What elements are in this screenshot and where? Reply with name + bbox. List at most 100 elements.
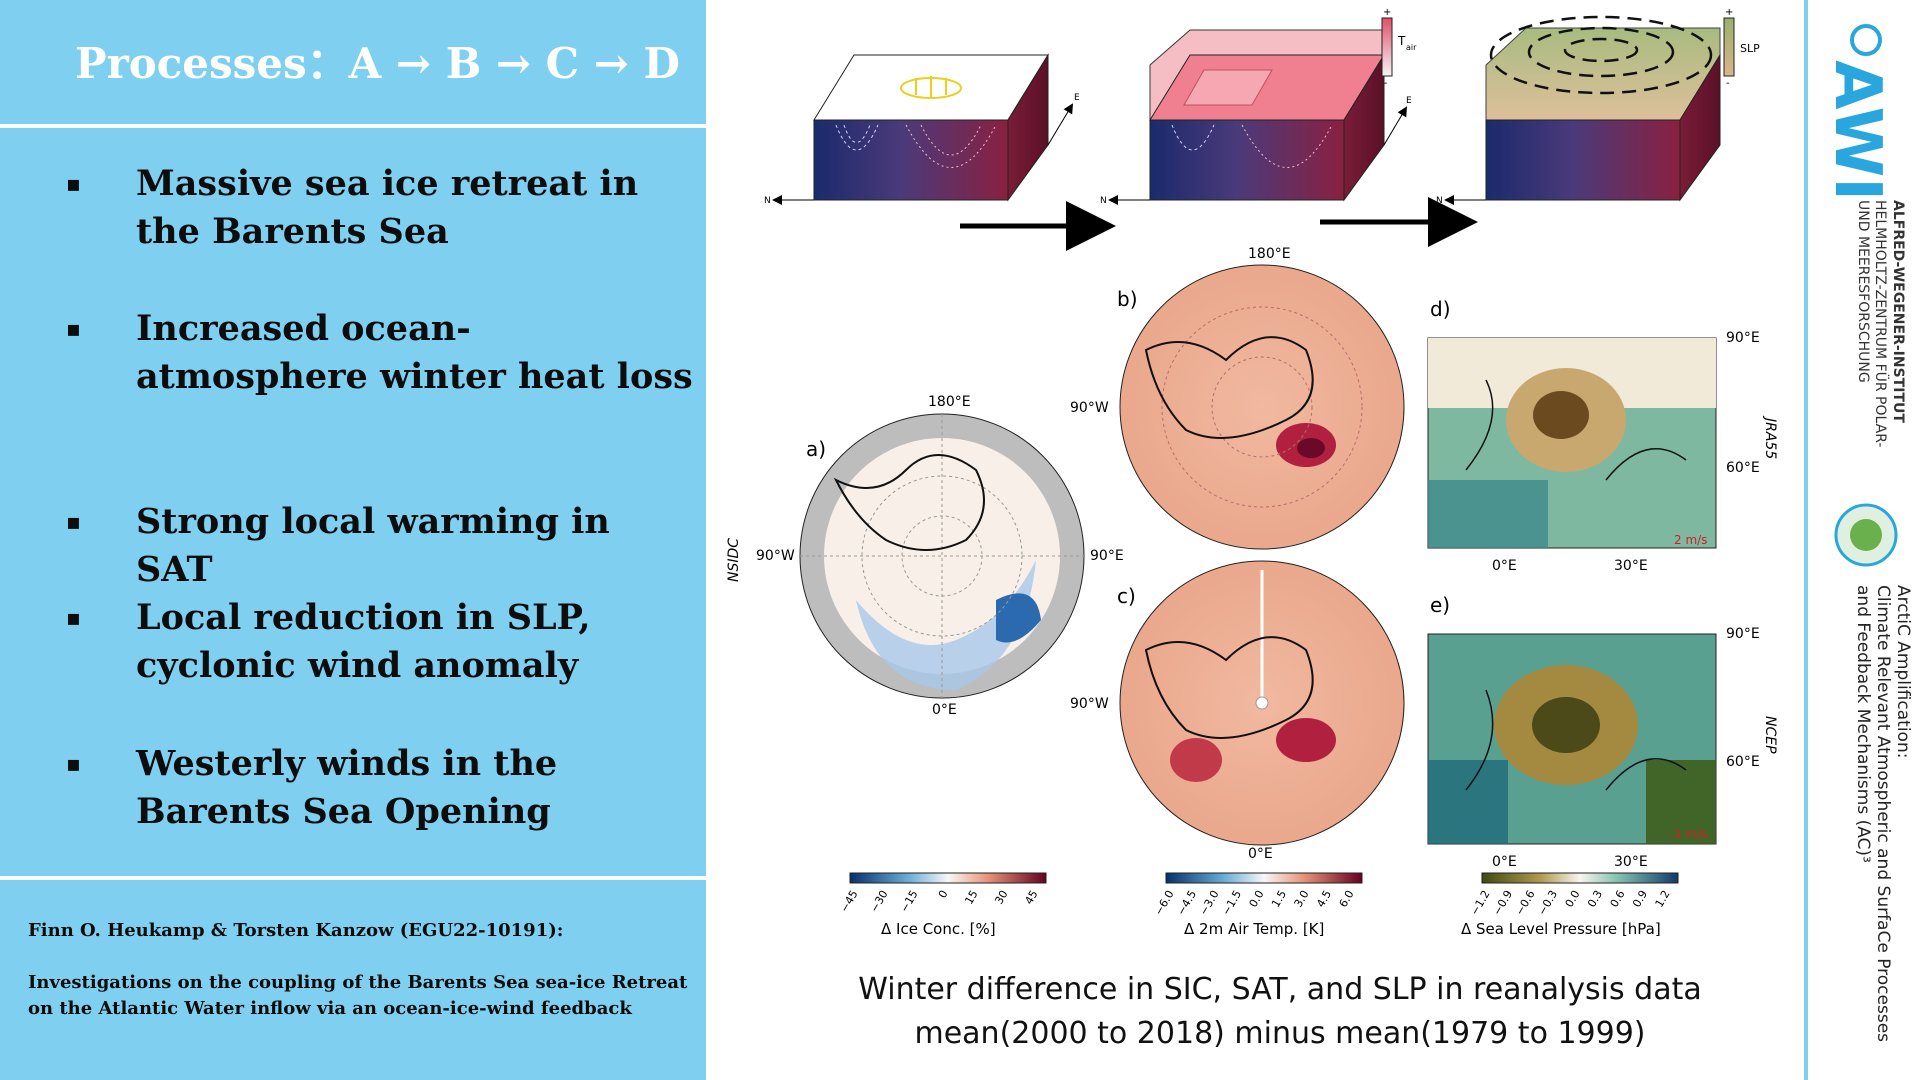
map-a-left: 90°W: [756, 548, 795, 564]
map-b-panel: b): [1117, 287, 1138, 311]
divider-top: [0, 124, 706, 128]
map-e-wind: 2 m/s: [1674, 827, 1707, 841]
colorbar-tick-label: −30: [868, 888, 891, 915]
divider-bottom: [0, 876, 706, 880]
colorbar-tick-label: 0: [936, 888, 951, 901]
globe-icon: [1850, 24, 1882, 56]
map-d-lon-a: 0°E: [1492, 558, 1517, 574]
bullet-icon: ▪: [66, 509, 81, 535]
bullet-icon: ▪: [66, 316, 81, 342]
awi-logo: AWI: [1820, 60, 1894, 201]
map-c-bottom: 0°E: [1248, 846, 1273, 862]
slp-label: SLP: [1740, 42, 1760, 55]
map-d-panel: d): [1430, 297, 1451, 321]
axis-e-label: E: [1074, 93, 1080, 103]
ac3-line-1: ArctiC Amplification:: [1893, 585, 1913, 758]
colorbar-tick-label: −0.9: [1490, 888, 1515, 918]
axis-n-label: N: [1100, 196, 1107, 206]
colorbar-tick-label: 3.0: [1292, 888, 1312, 910]
sidebar-divider: [1804, 0, 1808, 1080]
bullet-text: Strong local warming in SAT: [136, 501, 610, 590]
colorbar-tick-label: 0.9: [1630, 888, 1650, 910]
colorbar-ice-label: Δ Ice Conc. [%]: [881, 920, 996, 938]
plus-label: +: [1383, 7, 1391, 18]
colorbar-tick-label: 1.2: [1653, 888, 1673, 910]
colorbar-tick-label: 6.0: [1337, 888, 1357, 910]
tair-label: T: [1397, 34, 1406, 48]
map-e-panel: e): [1430, 593, 1450, 617]
sidebar: AWI ALFRED-WEGENER-INSTITUT HELMHOLTZ-ZE…: [1820, 24, 1913, 1042]
bullet-text: Local reduction in SLP, cyclonic wind an…: [136, 597, 591, 686]
ac3-line-2: Climate Relevant Atmospheric and SurfaCe…: [1873, 585, 1893, 1042]
colorbar-tick-label: −1.5: [1219, 888, 1244, 918]
map-c-panel: c): [1117, 584, 1136, 608]
map-e-side: NCEP: [1762, 716, 1778, 754]
colorbar-tick-label: 0.0: [1563, 888, 1583, 910]
map-d-wind: 2 m/s: [1674, 533, 1707, 547]
map-e-slp: 90°E 60°E 0°E 30°E 2 m/s e) NCEP: [1427, 593, 1778, 870]
colorbar-tick-label: 15: [962, 888, 980, 907]
bullet-icon: ▪: [66, 171, 81, 197]
map-e-lat-lo: 60°E: [1726, 754, 1760, 770]
slp-colorbar: [1723, 17, 1735, 77]
caption-line-2: mean(2000 to 2018) minus mean(1979 to 19…: [914, 1016, 1646, 1051]
colorbar-tick-label: 1.5: [1269, 888, 1289, 910]
map-a-right: 90°E: [1090, 548, 1124, 564]
map-e-lon-a: 0°E: [1492, 854, 1517, 870]
map-a-top: 180°E: [928, 394, 971, 410]
colorbar-tick-label: −4.5: [1174, 888, 1199, 918]
colorbar-tick-label: 0.0: [1247, 888, 1267, 910]
colorbar-tick-label: −15: [898, 888, 921, 915]
plus-label: +: [1725, 7, 1733, 18]
inst-line-2: HELMHOLTZ-ZENTRUM FÜR POLAR-: [1872, 200, 1890, 447]
colorbar-tick-label: −0.3: [1535, 888, 1560, 918]
map-d-lat-hi: 90°E: [1726, 330, 1760, 346]
minus-label: -: [1726, 78, 1730, 89]
map-b-top: 180°E: [1248, 246, 1291, 262]
map-c-left: 90°W: [1070, 696, 1109, 712]
map-d-slp: 90°E 60°E 0°E 30°E 2 m/s d) JRA55: [1427, 297, 1778, 574]
colorbar-slp: −1.2−0.9−0.6−0.3 0.0 0.3 0.6 0.9 1.2 Δ Sea Le…: [1461, 872, 1679, 938]
figure-caption: Winter difference in SIC, SAT, and SLP i…: [820, 968, 1740, 1056]
map-a-side: NSIDC: [726, 538, 742, 582]
colorbar-tick-label: −45: [838, 888, 861, 915]
bullet-text: Massive sea ice retreat in the Barents S…: [136, 163, 639, 252]
bullet-text: Westerly winds in the Barents Sea Openin…: [136, 743, 558, 832]
colorbar-tick-label: −6.0: [1152, 888, 1177, 918]
map-d-lon-b: 30°E: [1614, 558, 1648, 574]
bullet-icon: ▪: [66, 751, 81, 777]
colorbar-tick-label: 30: [992, 888, 1010, 907]
tair-colorbar: [1381, 17, 1393, 77]
map-a-panel: a): [806, 437, 826, 461]
map-d-side: JRA55: [1762, 415, 1778, 459]
box-diagram-c: N + - SLP: [1436, 7, 1760, 206]
colorbar-tick-label: 0.3: [1585, 888, 1605, 910]
box-diagram-b: N E + - T air: [1100, 7, 1417, 206]
colorbar-sat: −6.0−4.5−3.0−1.5 0.0 1.5 3.0 4.5 6.0 Δ 2m Air…: [1152, 872, 1363, 938]
caption-line-1: Winter difference in SIC, SAT, and SLP i…: [858, 972, 1702, 1007]
footer-title-1: Investigations on the coupling of the Ba…: [28, 972, 688, 993]
minus-label: -: [1384, 78, 1388, 89]
axis-e-label: E: [1406, 96, 1412, 106]
figure: N E N E + - T air N + -: [726, 7, 1778, 938]
bullet-text: Increased ocean-atmosphere winter heat l…: [136, 308, 693, 397]
footer: Finn O. Heukamp & Torsten Kanzow (EGU22-…: [28, 918, 688, 1022]
colorbar-tick-label: −0.6: [1513, 888, 1538, 918]
ac3-line-3: and Feedback Mechanisms (AC)³: [1853, 585, 1873, 863]
map-e-lon-b: 30°E: [1614, 854, 1648, 870]
bullet-icon: ▪: [66, 605, 81, 631]
header-title: Processes：A → B → C → D: [75, 39, 680, 88]
axis-n-label: N: [1436, 196, 1443, 206]
colorbar-tick-label: 0.6: [1608, 888, 1628, 910]
map-b-sat: 180°E 90°W b): [1070, 246, 1405, 550]
colorbar-ice: −45 −30 −15 0 15 30 45 Δ Ice Conc. [%]: [838, 872, 1047, 938]
map-a-bottom: 0°E: [932, 702, 957, 718]
map-c-sat: 90°W 0°E c): [1070, 560, 1405, 862]
map-d-lat-lo: 60°E: [1726, 460, 1760, 476]
map-a-sic: 180°E 90°W 90°E 0°E a) NSIDC: [726, 394, 1124, 718]
footer-title-2: on the Atlantic Water inflow via an ocea…: [28, 998, 632, 1019]
tair-sub: air: [1406, 43, 1417, 52]
colorbar-slp-label: Δ Sea Level Pressure [hPa]: [1461, 920, 1661, 938]
axis-n-label: N: [764, 196, 771, 206]
left-panel: Processes：A → B → C → D ▪ Massive sea ic…: [0, 0, 706, 1080]
